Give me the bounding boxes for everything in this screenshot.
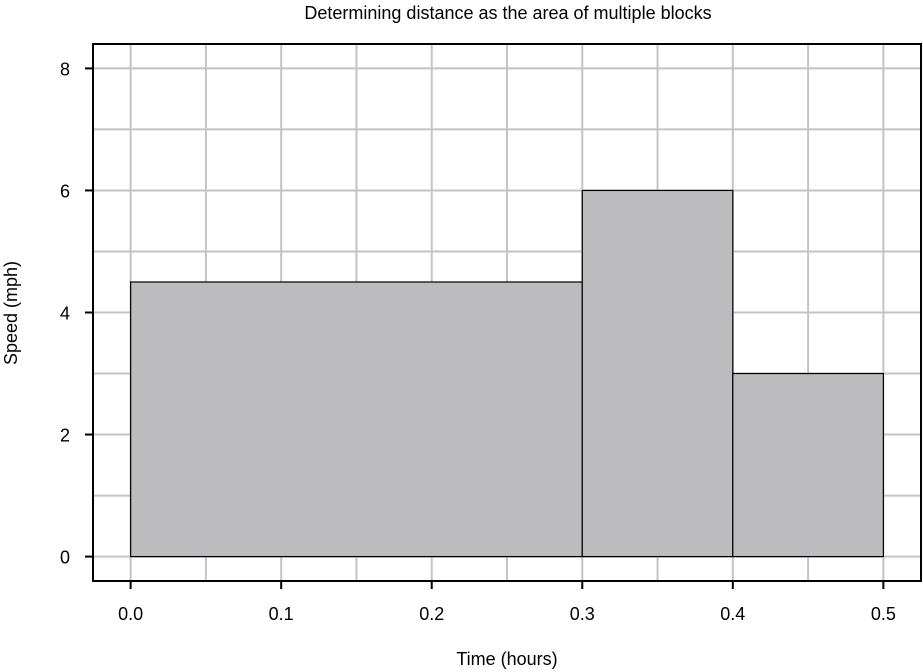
x-axis-label: Time (hours) [456, 649, 557, 669]
x-tick-label: 0.1 [269, 604, 294, 624]
block-3 [732, 372, 884, 558]
y-tick-label: 8 [60, 59, 70, 79]
x-tick-label: 0.4 [720, 604, 745, 624]
chart-title: Determining distance as the area of mult… [304, 3, 711, 23]
blocks-layer [130, 189, 884, 558]
ticks-layer: 0.0 0.1 0.2 0.3 0.4 0.5 0 2 4 6 8 [60, 59, 896, 624]
x-tick-label: 0.5 [871, 604, 896, 624]
block-1 [130, 281, 583, 558]
y-tick-label: 6 [60, 181, 70, 201]
y-axis-label: Speed (mph) [1, 261, 21, 365]
x-tick-label: 0.2 [419, 604, 444, 624]
block-2 [581, 189, 734, 558]
y-tick-label: 4 [60, 304, 70, 324]
x-tick-label: 0.0 [118, 604, 143, 624]
y-tick-label: 2 [60, 426, 70, 446]
x-tick-label: 0.3 [570, 604, 595, 624]
y-tick-label: 0 [60, 548, 70, 568]
